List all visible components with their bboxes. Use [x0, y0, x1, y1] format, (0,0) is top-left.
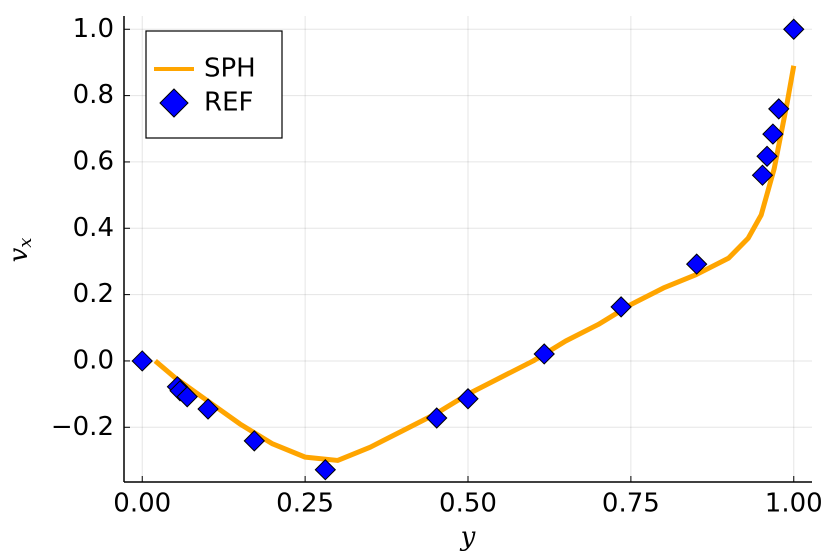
y-axis-label-subscript: x [15, 238, 36, 248]
x-tick-label: 0.25 [276, 489, 334, 519]
ref-point [457, 388, 479, 410]
ref-point [783, 18, 805, 40]
legend-label: REF [204, 88, 253, 118]
y-tick-label: 0.8 [73, 80, 114, 110]
ref-point [533, 343, 555, 365]
x-axis-label: y [460, 522, 476, 552]
x-tick-label: 0.00 [113, 489, 171, 519]
y-tick-label: 1.0 [73, 14, 114, 44]
ref-point [762, 123, 784, 145]
ref-point [756, 145, 778, 168]
y-tick-label: 0.0 [73, 345, 114, 375]
y-tick-label: −0.2 [51, 412, 114, 442]
y-tick-label: 0.6 [73, 146, 114, 176]
x-tick-label: 0.75 [602, 489, 660, 519]
legend-label: SPH [204, 54, 256, 84]
y-axis-label-base: v [4, 247, 34, 262]
ref-point [751, 164, 774, 186]
ref-point [197, 398, 219, 420]
x-tick-label: 1.00 [765, 489, 823, 519]
legend-box [145, 30, 283, 139]
sph-line [153, 65, 797, 463]
ref-point [426, 407, 448, 429]
ref-point [131, 350, 153, 372]
y-axis-label: vx [4, 238, 36, 263]
ref-point [243, 430, 266, 452]
y-tick-label: 0.2 [73, 279, 114, 309]
ref-point [176, 386, 198, 408]
ref-point [768, 98, 790, 120]
legend-swatch [159, 88, 189, 118]
x-tick-label: 0.50 [439, 489, 497, 519]
ref-point [314, 459, 337, 481]
ref-point [685, 253, 708, 275]
y-tick-label: 0.4 [73, 213, 114, 243]
ref-point [610, 296, 632, 318]
